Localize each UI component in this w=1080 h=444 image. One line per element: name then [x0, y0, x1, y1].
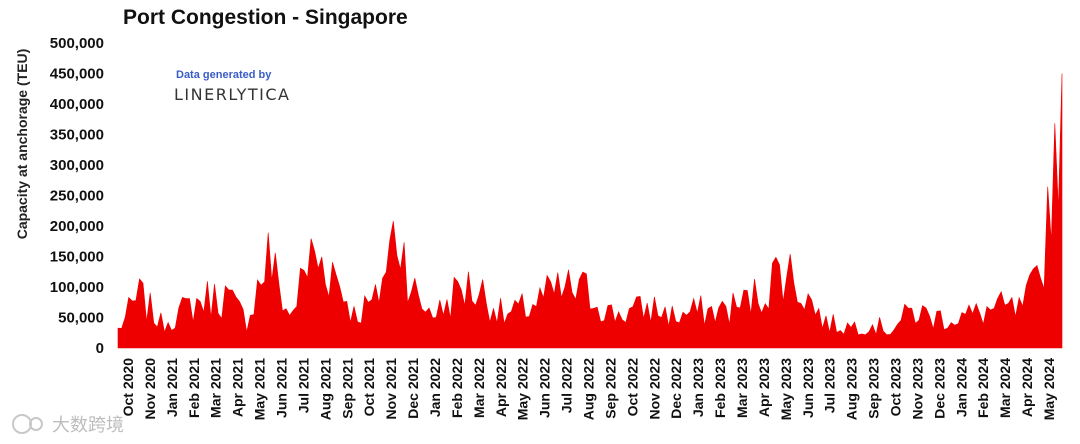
x-tick-label: Nov 2020: [142, 358, 158, 420]
y-tick-label: 300,000: [50, 157, 104, 174]
watermark-logo-icon: [12, 414, 43, 434]
x-tick-label: Jan 2022: [427, 358, 443, 417]
y-tick-label: 50,000: [58, 310, 104, 327]
x-tick-label: Dec 2022: [668, 358, 684, 419]
x-tick-label: May 2023: [778, 358, 794, 420]
y-tick-label: 500,000: [50, 35, 104, 52]
x-tick-label: Feb 2022: [449, 358, 465, 418]
x-tick-label: Nov 2022: [646, 358, 662, 420]
x-axis-ticks: Oct 2020 Nov 2020 Jan 2021 Feb 2021 Mar 2021…: [120, 358, 1057, 420]
x-tick-label: Aug 2023: [844, 358, 860, 420]
x-tick-label: Mar 2022: [471, 358, 487, 418]
x-tick-label: Jan 2023: [690, 358, 706, 417]
watermark-text: 大数跨境: [52, 415, 124, 436]
x-tick-label: Nov 2021: [383, 358, 399, 420]
x-tick-label: Apr 2024: [1019, 358, 1035, 417]
y-tick-label: 450,000: [50, 66, 104, 83]
y-tick-label: 0: [96, 340, 104, 357]
y-axis-ticks: 500,000 450,000 400,000 350,000 300,000 250,0…: [50, 35, 104, 357]
source-label: Data generated by: [176, 69, 272, 81]
x-tick-label: Dec 2023: [931, 358, 947, 419]
series-area: [117, 73, 1063, 349]
x-tick-label: Oct 2020: [120, 358, 136, 417]
x-tick-label: May 2022: [515, 358, 531, 420]
plot-area: [117, 73, 1063, 349]
x-tick-label: Jun 2022: [537, 358, 553, 418]
x-tick-label: May 2021: [252, 358, 268, 420]
x-tick-label: Feb 2021: [186, 358, 202, 418]
chart-title: Port Congestion - Singapore: [123, 6, 408, 29]
x-tick-label: Jul 2022: [559, 358, 575, 413]
x-tick-label: Apr 2022: [493, 358, 509, 417]
x-tick-label: Mar 2023: [734, 358, 750, 418]
y-tick-label: 100,000: [50, 279, 104, 296]
x-tick-label: Sep 2021: [339, 358, 355, 419]
y-tick-label: 250,000: [50, 188, 104, 205]
y-tick-label: 400,000: [50, 96, 104, 113]
x-tick-label: Jun 2021: [274, 358, 290, 418]
x-tick-label: Oct 2023: [888, 358, 904, 417]
x-tick-label: May 2024: [1041, 358, 1057, 420]
x-tick-label: Feb 2023: [712, 358, 728, 418]
x-tick-label: Jan 2024: [953, 358, 969, 417]
x-tick-label: Dec 2021: [405, 358, 421, 419]
x-tick-label: Aug 2022: [581, 358, 597, 420]
x-tick-label: Feb 2024: [975, 358, 991, 418]
y-tick-label: 150,000: [50, 249, 104, 266]
x-tick-label: Mar 2021: [208, 358, 224, 418]
source-brand-logo: LINERLYTICA: [174, 85, 291, 104]
y-tick-label: 350,000: [50, 127, 104, 144]
x-tick-label: Apr 2023: [756, 358, 772, 417]
x-tick-label: Oct 2021: [361, 358, 377, 417]
y-axis-label: Capacity at anchorage (TEU): [14, 49, 30, 240]
x-tick-label: Aug 2021: [317, 358, 333, 420]
x-tick-label: Nov 2023: [909, 358, 925, 420]
x-tick-label: Apr 2021: [230, 358, 246, 417]
x-tick-label: Jun 2023: [800, 358, 816, 418]
x-tick-label: Jul 2021: [295, 358, 311, 413]
x-tick-label: Oct 2022: [624, 358, 640, 417]
y-tick-label: 200,000: [50, 218, 104, 235]
x-tick-label: Mar 2024: [997, 358, 1013, 418]
x-tick-label: Jan 2021: [164, 358, 180, 417]
x-tick-label: Jul 2023: [822, 358, 838, 413]
x-tick-label: Sep 2022: [602, 358, 618, 419]
x-tick-label: Sep 2023: [866, 358, 882, 419]
